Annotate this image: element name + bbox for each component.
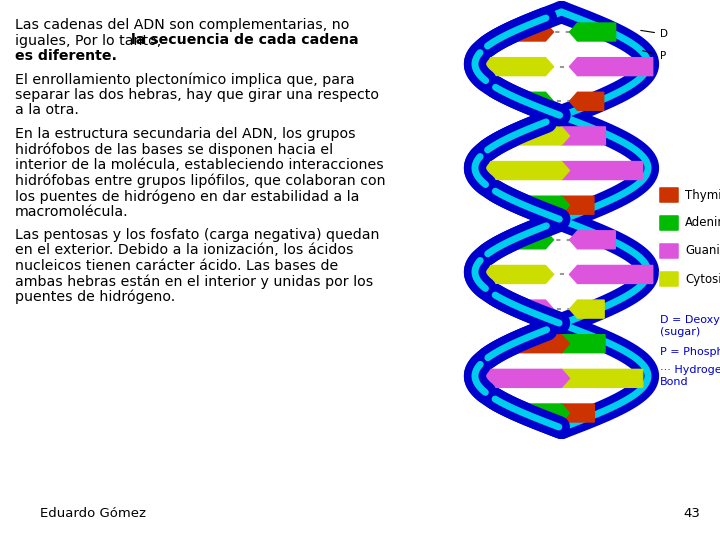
Text: Las pentosas y los fosfato (carga negativa) quedan: Las pentosas y los fosfato (carga negati… <box>15 228 379 242</box>
Text: en el exterior. Debido a la ionización, los ácidos: en el exterior. Debido a la ionización, … <box>15 244 354 258</box>
Polygon shape <box>554 335 605 353</box>
Text: ambas hebras están en el interior y unidas por los: ambas hebras están en el interior y unid… <box>15 274 373 289</box>
Text: macromolécula.: macromolécula. <box>15 205 129 219</box>
Polygon shape <box>554 369 643 387</box>
Text: P = Phosphate: P = Phosphate <box>660 347 720 357</box>
Polygon shape <box>470 58 554 76</box>
Text: P: P <box>643 51 666 61</box>
Polygon shape <box>570 231 616 249</box>
Polygon shape <box>570 58 653 76</box>
Text: Thymine: Thymine <box>685 188 720 201</box>
Text: a la otra.: a la otra. <box>15 104 79 118</box>
Polygon shape <box>554 127 606 145</box>
Polygon shape <box>570 23 616 41</box>
Text: D = Deoxyribose
(sugar): D = Deoxyribose (sugar) <box>660 315 720 338</box>
Text: Adenine: Adenine <box>685 217 720 230</box>
Text: Eduardo Gómez: Eduardo Gómez <box>40 507 146 520</box>
Polygon shape <box>470 266 554 284</box>
Polygon shape <box>570 300 604 318</box>
Text: interior de la molécula, estableciendo interacciones: interior de la molécula, estableciendo i… <box>15 158 384 172</box>
Text: la secuencia de cada cadena: la secuencia de cada cadena <box>131 33 359 48</box>
Polygon shape <box>480 161 570 179</box>
Polygon shape <box>519 300 554 318</box>
Text: Las cadenas del ADN son complementarias, no: Las cadenas del ADN son complementarias,… <box>15 18 349 32</box>
Polygon shape <box>570 266 653 284</box>
Text: separar las dos hebras, hay que girar una respecto: separar las dos hebras, hay que girar un… <box>15 88 379 102</box>
Text: ··· Hydrogen
Bond: ··· Hydrogen Bond <box>660 365 720 387</box>
Polygon shape <box>508 231 554 249</box>
Text: Cytosine: Cytosine <box>685 273 720 286</box>
Polygon shape <box>508 23 554 41</box>
FancyBboxPatch shape <box>659 187 679 203</box>
Text: es diferente.: es diferente. <box>15 49 117 63</box>
Text: El enrollamiento plectonímico implica que, para: El enrollamiento plectonímico implica qu… <box>15 72 355 87</box>
Text: Guanine: Guanine <box>685 245 720 258</box>
FancyBboxPatch shape <box>659 243 679 259</box>
Text: puentes de hidrógeno.: puentes de hidrógeno. <box>15 290 175 305</box>
Polygon shape <box>570 92 604 110</box>
Polygon shape <box>528 404 570 422</box>
Polygon shape <box>529 196 570 214</box>
Text: nucleicos tienen carácter ácido. Las bases de: nucleicos tienen carácter ácido. Las bas… <box>15 259 338 273</box>
Polygon shape <box>518 127 570 145</box>
Polygon shape <box>518 335 570 353</box>
Text: 43: 43 <box>683 507 700 520</box>
Text: hidrófobas entre grupos lipófilos, que colaboran con: hidrófobas entre grupos lipófilos, que c… <box>15 173 386 188</box>
Text: D: D <box>641 29 668 39</box>
FancyBboxPatch shape <box>659 271 679 287</box>
Text: iguales, Por lo tanto,: iguales, Por lo tanto, <box>15 33 166 48</box>
Text: los puentes de hidrógeno en dar estabilidad a la: los puentes de hidrógeno en dar estabili… <box>15 189 359 204</box>
Text: En la estructura secundaria del ADN, los grupos: En la estructura secundaria del ADN, los… <box>15 127 356 141</box>
Text: hidrófobos de las bases se disponen hacia el: hidrófobos de las bases se disponen haci… <box>15 143 333 157</box>
Polygon shape <box>554 196 594 214</box>
Polygon shape <box>554 404 595 422</box>
Polygon shape <box>519 92 554 110</box>
Polygon shape <box>554 161 643 179</box>
Polygon shape <box>480 369 570 387</box>
FancyBboxPatch shape <box>659 215 679 231</box>
